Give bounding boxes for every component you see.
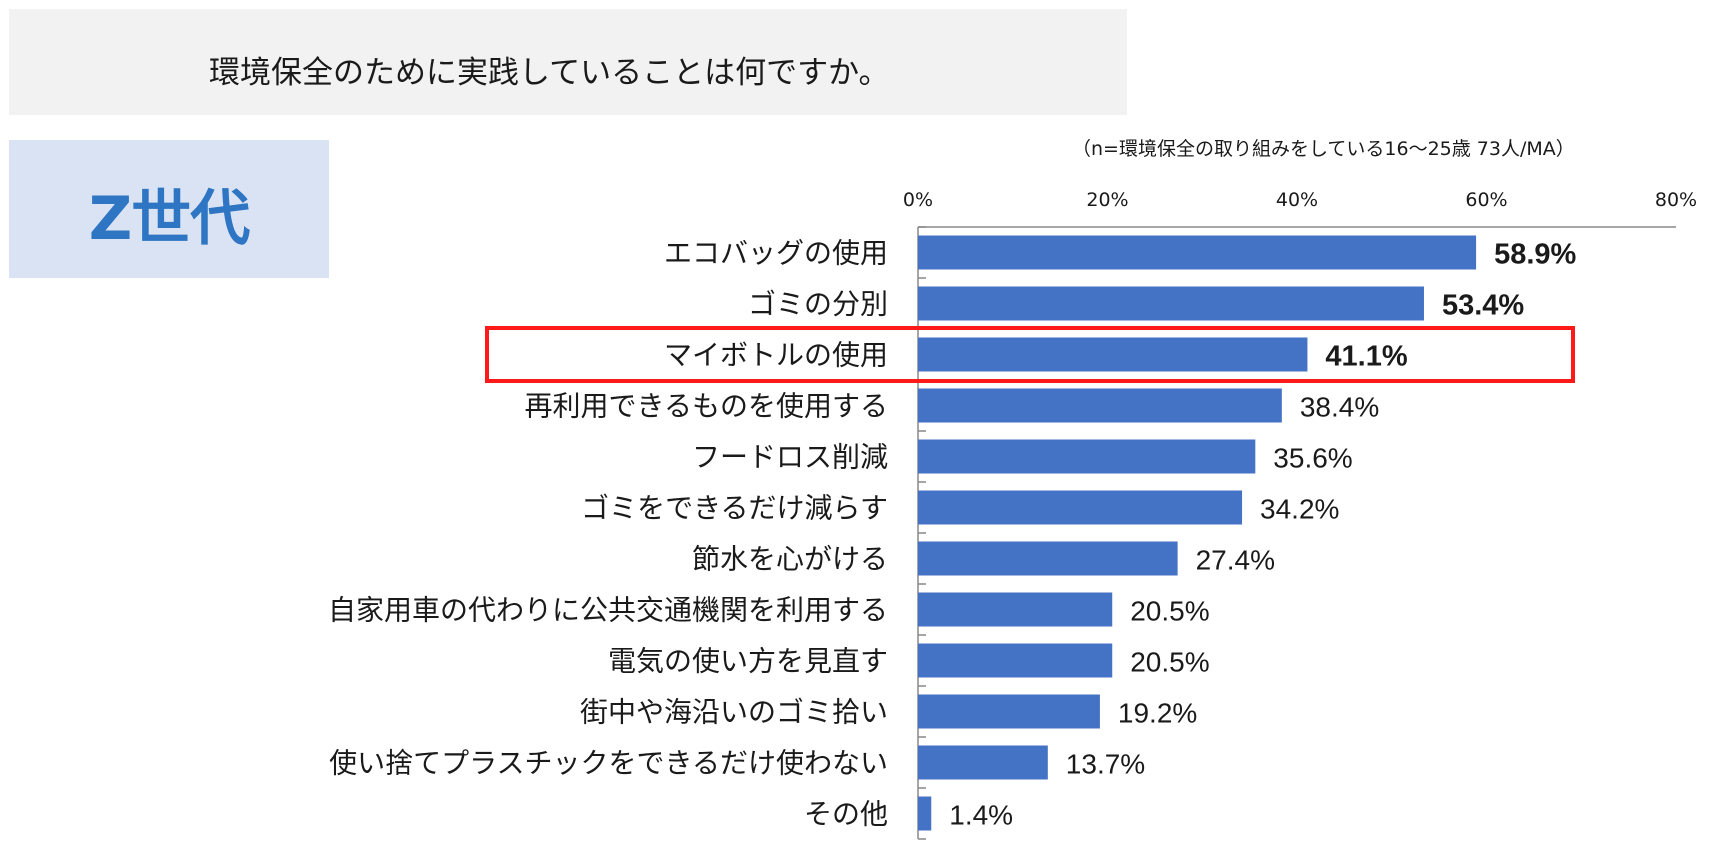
category-label: 自家用車の代わりに公共交通機関を利用する xyxy=(328,594,888,627)
bar xyxy=(918,796,932,831)
category-label: 再利用できるものを使用する xyxy=(525,390,888,423)
x-tick-label: 40% xyxy=(1276,189,1318,211)
category-label: マイボトルの使用 xyxy=(664,339,888,372)
value-label: 20.5% xyxy=(1130,647,1209,678)
category-label: その他 xyxy=(804,798,888,831)
bar xyxy=(918,694,1100,729)
x-tick-label: 20% xyxy=(1086,189,1128,211)
bar xyxy=(918,388,1282,423)
value-label: 19.2% xyxy=(1118,698,1197,729)
category-label: 節水を心がける xyxy=(692,543,888,576)
bar xyxy=(918,439,1256,474)
value-label: 38.4% xyxy=(1300,392,1379,423)
bar xyxy=(918,592,1113,627)
bar xyxy=(918,286,1424,321)
value-label: 41.1% xyxy=(1325,341,1407,373)
highlight-box xyxy=(485,326,1575,383)
category-label: ゴミの分別 xyxy=(748,288,888,321)
question-title: 環境保全のために実践していることは何ですか。 xyxy=(209,55,890,91)
x-tick-label: 80% xyxy=(1655,189,1697,211)
sample-note: （n=環境保全の取り組みをしている16～25歳 73人/MA） xyxy=(1072,138,1575,160)
value-label: 27.4% xyxy=(1196,545,1275,576)
segment-label: Z世代 xyxy=(88,184,251,254)
bar xyxy=(918,745,1048,780)
value-label: 58.9% xyxy=(1494,239,1576,271)
category-label: エコバッグの使用 xyxy=(664,237,888,270)
value-label: 35.6% xyxy=(1273,443,1352,474)
value-label: 34.2% xyxy=(1260,494,1339,525)
category-label: 電気の使い方を見直す xyxy=(608,645,888,678)
bar xyxy=(918,541,1178,576)
bar xyxy=(918,643,1113,678)
value-label: 53.4% xyxy=(1442,290,1524,322)
category-label: 街中や海沿いのゴミ拾い xyxy=(580,696,888,729)
value-label: 1.4% xyxy=(949,800,1013,831)
x-tick-label: 0% xyxy=(903,189,933,211)
bar xyxy=(918,235,1477,270)
bar xyxy=(918,490,1243,525)
category-label: 使い捨てプラスチックをできるだけ使わない xyxy=(329,747,888,780)
segment-box: Z世代 xyxy=(9,140,329,278)
question-box: 環境保全のために実践していることは何ですか。 xyxy=(9,9,1127,115)
x-tick-label: 60% xyxy=(1465,189,1507,211)
value-label: 13.7% xyxy=(1066,749,1145,780)
category-label: フードロス削減 xyxy=(692,441,888,474)
value-label: 20.5% xyxy=(1130,596,1209,627)
category-label: ゴミをできるだけ減らす xyxy=(581,492,888,525)
bar xyxy=(918,337,1308,372)
